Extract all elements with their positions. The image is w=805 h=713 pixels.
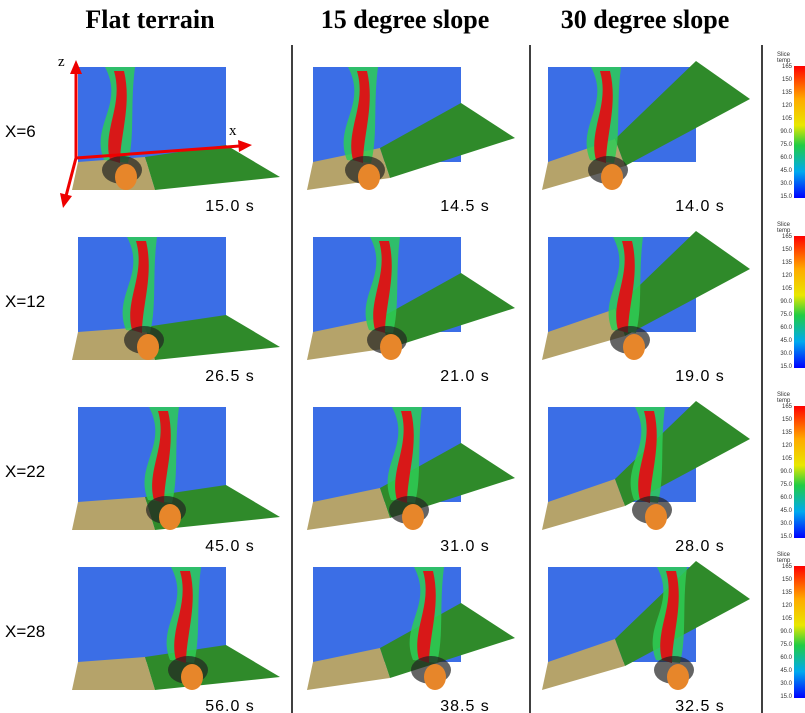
colorbar-tick: 165 bbox=[782, 64, 793, 70]
time-label: 45.0 s bbox=[205, 538, 255, 555]
colorbar-tick: 15.0 bbox=[780, 694, 792, 700]
colorbar-tick: 60.0 bbox=[780, 325, 792, 331]
colorbar-tick: 105 bbox=[782, 286, 793, 292]
row-label: X=28 bbox=[5, 622, 45, 641]
colorbar-tick: 165 bbox=[782, 564, 793, 570]
colorbar-tick: 90.0 bbox=[780, 469, 792, 475]
time-label: 14.0 s bbox=[675, 198, 725, 215]
row-label: X=12 bbox=[5, 292, 45, 311]
fire bbox=[380, 334, 402, 360]
colorbar-tick: 90.0 bbox=[780, 129, 792, 135]
fire bbox=[181, 664, 203, 690]
colorbar-tick: 15.0 bbox=[780, 534, 792, 540]
colorbar-tick: 120 bbox=[782, 103, 793, 109]
colorbar-tick: 45.0 bbox=[780, 338, 792, 344]
colorbar-tick: 75.0 bbox=[780, 142, 792, 148]
colorbar-tick: 60.0 bbox=[780, 495, 792, 501]
colorbar-tick: 135 bbox=[782, 430, 793, 436]
colorbar-tick: 45.0 bbox=[780, 668, 792, 674]
colorbar-tick: 105 bbox=[782, 116, 793, 122]
fire bbox=[601, 164, 623, 190]
fire bbox=[159, 504, 181, 530]
colorbar-tick: 120 bbox=[782, 603, 793, 609]
colorbar-tick: 30.0 bbox=[780, 181, 792, 187]
colorbar bbox=[794, 406, 805, 538]
colorbar-tick: 15.0 bbox=[780, 364, 792, 370]
time-label: 56.0 s bbox=[205, 698, 255, 713]
colorbar-tick: 15.0 bbox=[780, 194, 792, 200]
fire bbox=[424, 664, 446, 690]
row-label: X=6 bbox=[5, 122, 36, 141]
figure: Flat terrain 15 degree slope 30 degree s… bbox=[0, 0, 805, 713]
colorbar-tick: 150 bbox=[782, 417, 793, 423]
fire bbox=[645, 504, 667, 530]
colorbar-tick: 135 bbox=[782, 90, 793, 96]
ground-tan bbox=[72, 497, 155, 530]
axis-label: z bbox=[58, 54, 65, 70]
colorbar bbox=[794, 66, 805, 198]
colorbar-tick: 75.0 bbox=[780, 482, 792, 488]
fire bbox=[358, 164, 380, 190]
time-label: 31.0 s bbox=[440, 538, 490, 555]
fire bbox=[402, 504, 424, 530]
time-label: 19.0 s bbox=[675, 368, 725, 385]
colorbar-tick: 60.0 bbox=[780, 655, 792, 661]
row-label: X=22 bbox=[5, 462, 45, 481]
colorbar-tick: 30.0 bbox=[780, 681, 792, 687]
time-label: 38.5 s bbox=[440, 698, 490, 713]
fire bbox=[667, 664, 689, 690]
colorbar-tick: 90.0 bbox=[780, 299, 792, 305]
colorbar-tick: 150 bbox=[782, 577, 793, 583]
time-label: 15.0 s bbox=[205, 198, 255, 215]
column-header: 15 degree slope bbox=[321, 5, 490, 34]
colorbar-tick: 120 bbox=[782, 443, 793, 449]
column-header: 30 degree slope bbox=[561, 5, 730, 34]
column-header: Flat terrain bbox=[85, 5, 215, 34]
colorbar-tick: 135 bbox=[782, 590, 793, 596]
time-label: 21.0 s bbox=[440, 368, 490, 385]
fire bbox=[137, 334, 159, 360]
colorbar-tick: 165 bbox=[782, 234, 793, 240]
colorbar-tick: 135 bbox=[782, 260, 793, 266]
fire bbox=[115, 164, 137, 190]
colorbar-tick: 90.0 bbox=[780, 629, 792, 635]
colorbar-tick: 30.0 bbox=[780, 351, 792, 357]
colorbar-tick: 105 bbox=[782, 456, 793, 462]
ground-tan bbox=[72, 657, 155, 690]
time-label: 26.5 s bbox=[205, 368, 255, 385]
fire bbox=[623, 334, 645, 360]
slice-wall bbox=[78, 567, 226, 662]
time-label: 32.5 s bbox=[675, 698, 725, 713]
colorbar-tick: 60.0 bbox=[780, 155, 792, 161]
colorbar-tick: 45.0 bbox=[780, 508, 792, 514]
axis-label: x bbox=[229, 123, 237, 139]
colorbar-tick: 150 bbox=[782, 247, 793, 253]
colorbar-tick: 165 bbox=[782, 404, 793, 410]
colorbar-tick: 120 bbox=[782, 273, 793, 279]
colorbar bbox=[794, 236, 805, 368]
colorbar-tick: 75.0 bbox=[780, 642, 792, 648]
colorbar-tick: 30.0 bbox=[780, 521, 792, 527]
time-label: 28.0 s bbox=[675, 538, 725, 555]
time-label: 14.5 s bbox=[440, 198, 490, 215]
colorbar-tick: 75.0 bbox=[780, 312, 792, 318]
colorbar-tick: 150 bbox=[782, 77, 793, 83]
colorbar bbox=[794, 566, 805, 698]
colorbar-tick: 105 bbox=[782, 616, 793, 622]
colorbar-tick: 45.0 bbox=[780, 168, 792, 174]
